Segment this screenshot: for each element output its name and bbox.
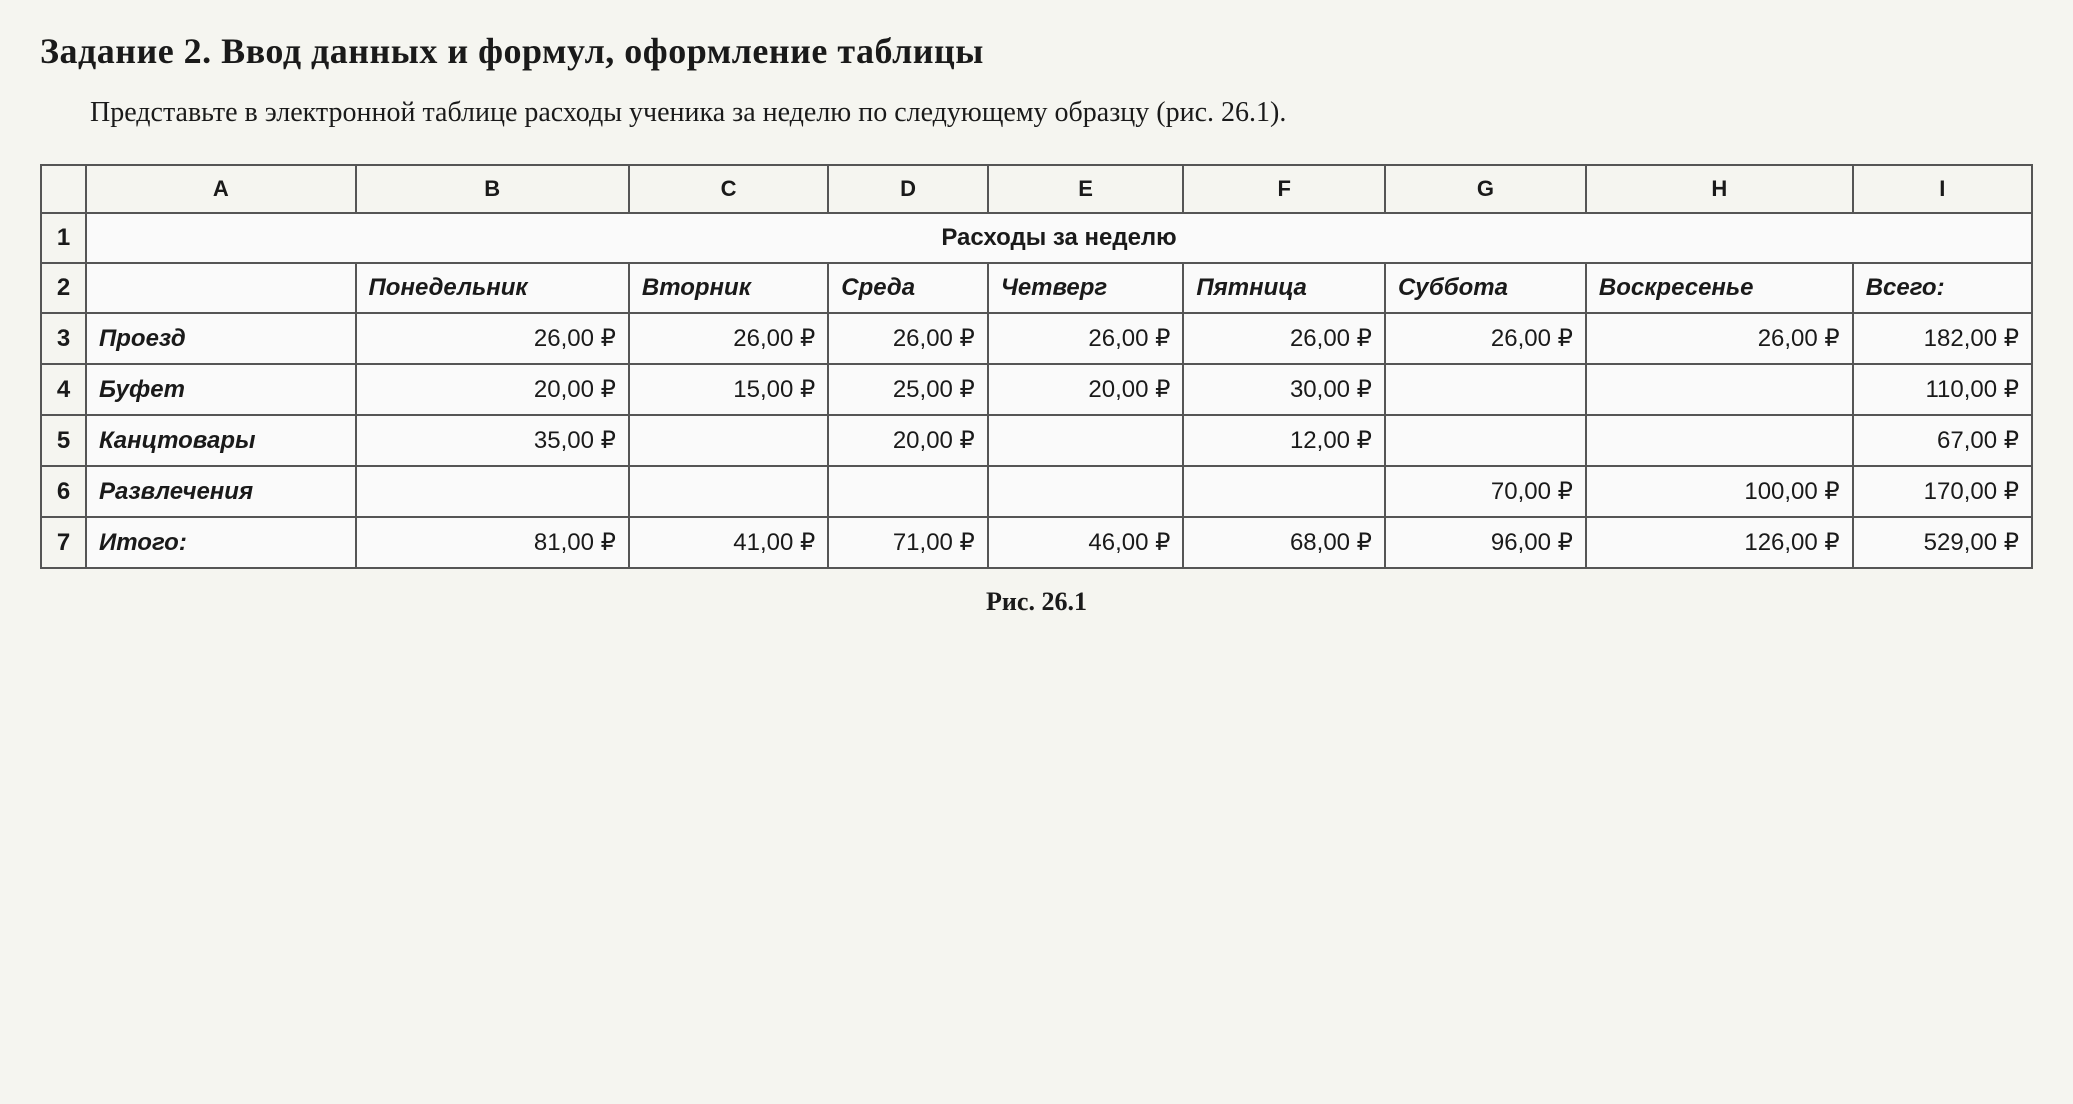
cell-value: 20,00 ₽ (988, 364, 1184, 415)
row-label-travel: Проезд (86, 313, 356, 364)
cell-value: 25,00 ₽ (828, 364, 988, 415)
cell-value (988, 466, 1184, 517)
cell-value: 12,00 ₽ (1183, 415, 1385, 466)
cell-value: 100,00 ₽ (1586, 466, 1853, 517)
col-header-e: E (988, 165, 1184, 213)
col-header-f: F (1183, 165, 1385, 213)
cell-grand: 41,00 ₽ (629, 517, 828, 568)
row-number: 6 (41, 466, 86, 517)
cell-value: 26,00 ₽ (988, 313, 1184, 364)
cell-value (828, 466, 988, 517)
day-header-thu: Четверг (988, 263, 1184, 313)
row-label-entertainment: Развлечения (86, 466, 356, 517)
task-title: Задание 2. Ввод данных и формул, оформле… (40, 30, 2033, 72)
cell-value (1385, 364, 1586, 415)
cell-value: 26,00 ₽ (1586, 313, 1853, 364)
cell-value: 26,00 ₽ (1385, 313, 1586, 364)
day-header-sat: Суббота (1385, 263, 1586, 313)
cell-value (1183, 466, 1385, 517)
corner-cell (41, 165, 86, 213)
col-header-g: G (1385, 165, 1586, 213)
cell-value (988, 415, 1184, 466)
cell-grand-total: 529,00 ₽ (1853, 517, 2032, 568)
cell-total: 182,00 ₽ (1853, 313, 2032, 364)
cell-value (1586, 364, 1853, 415)
row-number: 4 (41, 364, 86, 415)
table-row: 3 Проезд 26,00 ₽ 26,00 ₽ 26,00 ₽ 26,00 ₽… (41, 313, 2032, 364)
empty-header-cell (86, 263, 356, 313)
row-number: 1 (41, 213, 86, 263)
task-description: Представьте в электронной таблице расход… (40, 92, 2033, 134)
row-label-total: Итого: (86, 517, 356, 568)
cell-grand: 46,00 ₽ (988, 517, 1184, 568)
cell-value: 15,00 ₽ (629, 364, 828, 415)
day-header-total: Всего: (1853, 263, 2032, 313)
spreadsheet-table: A B C D E F G H I 1 Расходы за неделю 2 … (40, 164, 2033, 569)
cell-value: 30,00 ₽ (1183, 364, 1385, 415)
cell-value: 26,00 ₽ (629, 313, 828, 364)
cell-value (629, 415, 828, 466)
cell-value (356, 466, 629, 517)
table-row: 1 Расходы за неделю (41, 213, 2032, 263)
day-header-sun: Воскресенье (1586, 263, 1853, 313)
table-row: 5 Канцтовары 35,00 ₽ 20,00 ₽ 12,00 ₽ 67,… (41, 415, 2032, 466)
cell-value: 26,00 ₽ (1183, 313, 1385, 364)
row-number: 7 (41, 517, 86, 568)
table-row: 2 Понедельник Вторник Среда Четверг Пятн… (41, 263, 2032, 313)
col-header-h: H (1586, 165, 1853, 213)
spreadsheet-container: A B C D E F G H I 1 Расходы за неделю 2 … (40, 164, 2033, 569)
cell-grand: 71,00 ₽ (828, 517, 988, 568)
table-row: 7 Итого: 81,00 ₽ 41,00 ₽ 71,00 ₽ 46,00 ₽… (41, 517, 2032, 568)
col-header-i: I (1853, 165, 2032, 213)
column-header-row: A B C D E F G H I (41, 165, 2032, 213)
day-header-mon: Понедельник (356, 263, 629, 313)
cell-grand: 96,00 ₽ (1385, 517, 1586, 568)
cell-grand: 81,00 ₽ (356, 517, 629, 568)
sheet-title-cell: Расходы за неделю (86, 213, 2032, 263)
row-number: 5 (41, 415, 86, 466)
cell-total: 67,00 ₽ (1853, 415, 2032, 466)
figure-caption: Рис. 26.1 (40, 587, 2033, 617)
row-number: 3 (41, 313, 86, 364)
row-number: 2 (41, 263, 86, 313)
cell-grand: 126,00 ₽ (1586, 517, 1853, 568)
cell-value: 26,00 ₽ (356, 313, 629, 364)
day-header-wed: Среда (828, 263, 988, 313)
day-header-fri: Пятница (1183, 263, 1385, 313)
col-header-d: D (828, 165, 988, 213)
cell-value (1385, 415, 1586, 466)
cell-total: 170,00 ₽ (1853, 466, 2032, 517)
cell-value: 20,00 ₽ (828, 415, 988, 466)
col-header-b: B (356, 165, 629, 213)
cell-value: 70,00 ₽ (1385, 466, 1586, 517)
cell-value (629, 466, 828, 517)
day-header-tue: Вторник (629, 263, 828, 313)
row-label-stationery: Канцтовары (86, 415, 356, 466)
cell-value: 20,00 ₽ (356, 364, 629, 415)
row-label-buffet: Буфет (86, 364, 356, 415)
col-header-c: C (629, 165, 828, 213)
cell-value: 26,00 ₽ (828, 313, 988, 364)
table-row: 6 Развлечения 70,00 ₽ 100,00 ₽ 170,00 ₽ (41, 466, 2032, 517)
col-header-a: A (86, 165, 356, 213)
cell-value (1586, 415, 1853, 466)
cell-total: 110,00 ₽ (1853, 364, 2032, 415)
cell-grand: 68,00 ₽ (1183, 517, 1385, 568)
cell-value: 35,00 ₽ (356, 415, 629, 466)
table-row: 4 Буфет 20,00 ₽ 15,00 ₽ 25,00 ₽ 20,00 ₽ … (41, 364, 2032, 415)
